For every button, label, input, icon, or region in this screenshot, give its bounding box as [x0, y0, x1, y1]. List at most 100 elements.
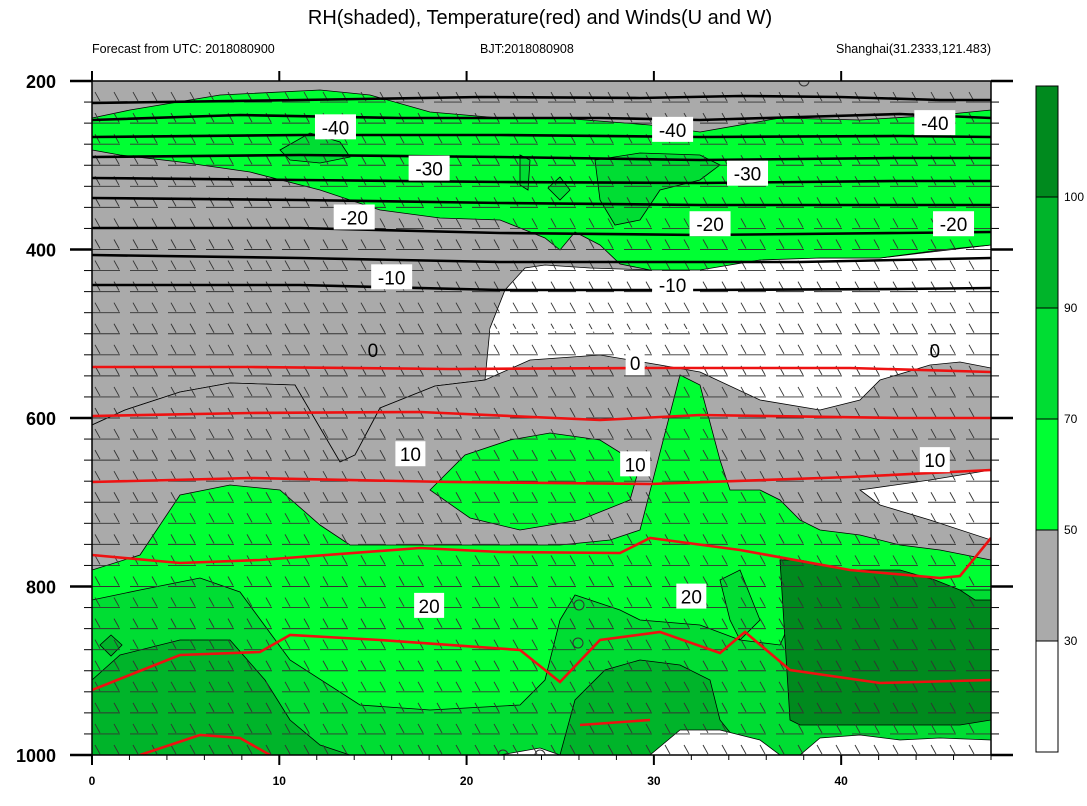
- wind-barb-tick: [873, 576, 880, 586]
- wind-barb-tick: [835, 660, 842, 670]
- wind-barb-tick: [588, 702, 595, 713]
- wind-barb-tick: [246, 639, 253, 649]
- wind-barb-tick: [436, 555, 443, 565]
- wind-barb-tick: [455, 534, 462, 544]
- wind-barb-tick: [265, 260, 272, 270]
- wind-barb-tick: [322, 239, 329, 249]
- wind-barb-tick: [417, 702, 424, 713]
- wind-barb-tick: [474, 470, 481, 481]
- wind-barb-tick: [380, 71, 385, 80]
- wind-barb-tick: [398, 597, 405, 607]
- wind-barb-tick: [493, 597, 500, 607]
- wind-barb-tick: [284, 260, 291, 270]
- y-tick-label: 1000: [16, 746, 56, 766]
- wind-barb-tick: [417, 323, 424, 333]
- wind-barb-tick: [151, 239, 158, 249]
- wind-barb-tick: [360, 597, 367, 607]
- wind-barb-tick: [417, 492, 424, 502]
- wind-barb-tick: [417, 344, 424, 355]
- wind-barb-tick: [588, 155, 595, 165]
- wind-barb-tick: [854, 702, 861, 713]
- wind-barb-tick: [683, 344, 690, 355]
- wind-barb-tick: [968, 323, 975, 333]
- wind-barb-tick: [399, 71, 404, 80]
- wind-barb-tick: [474, 744, 481, 755]
- wind-barb-tick: [873, 260, 880, 270]
- wind-barb-tick: [341, 155, 348, 165]
- wind-barb-tick: [930, 407, 937, 418]
- wind-barb-tick: [436, 660, 443, 670]
- wind-barb-tick: [569, 218, 576, 228]
- wind-barb-tick: [570, 71, 575, 80]
- wind-barb-tick: [246, 323, 253, 333]
- wind-barb-tick: [512, 365, 519, 376]
- wind-barb-tick: [930, 260, 937, 270]
- wind-barb-tick: [721, 618, 728, 628]
- wind-barb-tick: [816, 344, 823, 355]
- wind-barb-tick: [550, 555, 557, 565]
- wind-barb-tick: [930, 597, 937, 607]
- wind-barb-tick: [436, 723, 443, 734]
- wind-barb-tick: [588, 428, 595, 439]
- bjt-time: BJT:2018080908: [480, 42, 574, 56]
- wind-barb-tick: [436, 702, 443, 713]
- wind-barb-tick: [493, 239, 500, 249]
- wind-barb-tick: [531, 197, 538, 207]
- wind-barb-tick: [284, 513, 291, 523]
- wind-barb-tick: [474, 723, 481, 734]
- wind-barb-tick: [607, 239, 614, 249]
- wind-barb-tick: [132, 492, 139, 502]
- wind-barb-tick: [931, 71, 936, 80]
- contour-label: -40: [921, 114, 948, 135]
- wind-barb-tick: [816, 702, 823, 713]
- wind-barb-tick: [531, 302, 538, 312]
- wind-barb-tick: [361, 71, 366, 80]
- contour-label-bg: [652, 271, 694, 297]
- wind-barb-tick: [151, 323, 158, 333]
- wind-barb-tick: [588, 176, 595, 186]
- wind-barb-tick: [607, 723, 614, 734]
- wind-barb-tick: [94, 702, 101, 713]
- wind-barb-tick: [151, 302, 158, 312]
- wind-barb-tick: [379, 449, 386, 460]
- wind-barb-tick: [930, 681, 937, 692]
- wind-barb-tick: [322, 449, 329, 460]
- contour-label: -20: [696, 215, 723, 236]
- wind-barb-tick: [550, 660, 557, 670]
- wind-barb-tick: [114, 71, 119, 80]
- wind-barb-tick: [493, 534, 500, 544]
- wind-barb-tick: [246, 618, 253, 628]
- wind-barb-tick: [379, 428, 386, 439]
- wind-barb-tick: [949, 534, 956, 544]
- wind-barb-tick: [759, 618, 766, 628]
- wind-barb-tick: [512, 470, 519, 481]
- wind-barb-tick: [550, 218, 557, 228]
- wind-barb-tick: [417, 618, 424, 628]
- wind-barb-tick: [550, 492, 557, 502]
- wind-barb-tick: [759, 681, 766, 692]
- wind-barb-tick: [227, 597, 234, 607]
- wind-barb-tick: [342, 71, 347, 80]
- wind-barb-tick: [246, 260, 253, 270]
- wind-barb-tick: [968, 407, 975, 418]
- wind-barb-tick: [436, 365, 443, 376]
- wind-barb-tick: [455, 555, 462, 565]
- wind-barb-tick: [949, 449, 956, 460]
- wind-barb-tick: [550, 597, 557, 607]
- wind-barb-tick: [151, 428, 158, 439]
- wind-barb-tick: [740, 513, 747, 523]
- wind-barb-tick: [227, 428, 234, 439]
- wind-barb-tick: [702, 239, 709, 249]
- wind-barb-tick: [512, 428, 519, 439]
- wind-barb-tick: [189, 492, 196, 502]
- wind-barb-tick: [284, 723, 291, 734]
- wind-barb-tick: [246, 302, 253, 312]
- wind-barb-tick: [588, 681, 595, 692]
- wind-barb-tick: [493, 723, 500, 734]
- wind-barb-tick: [151, 576, 158, 586]
- wind-barb-tick: [474, 386, 481, 397]
- wind-barb-tick: [474, 555, 481, 565]
- wind-barb-tick: [626, 639, 633, 649]
- wind-barb-tick: [892, 260, 899, 270]
- wind-barb-tick: [911, 386, 918, 397]
